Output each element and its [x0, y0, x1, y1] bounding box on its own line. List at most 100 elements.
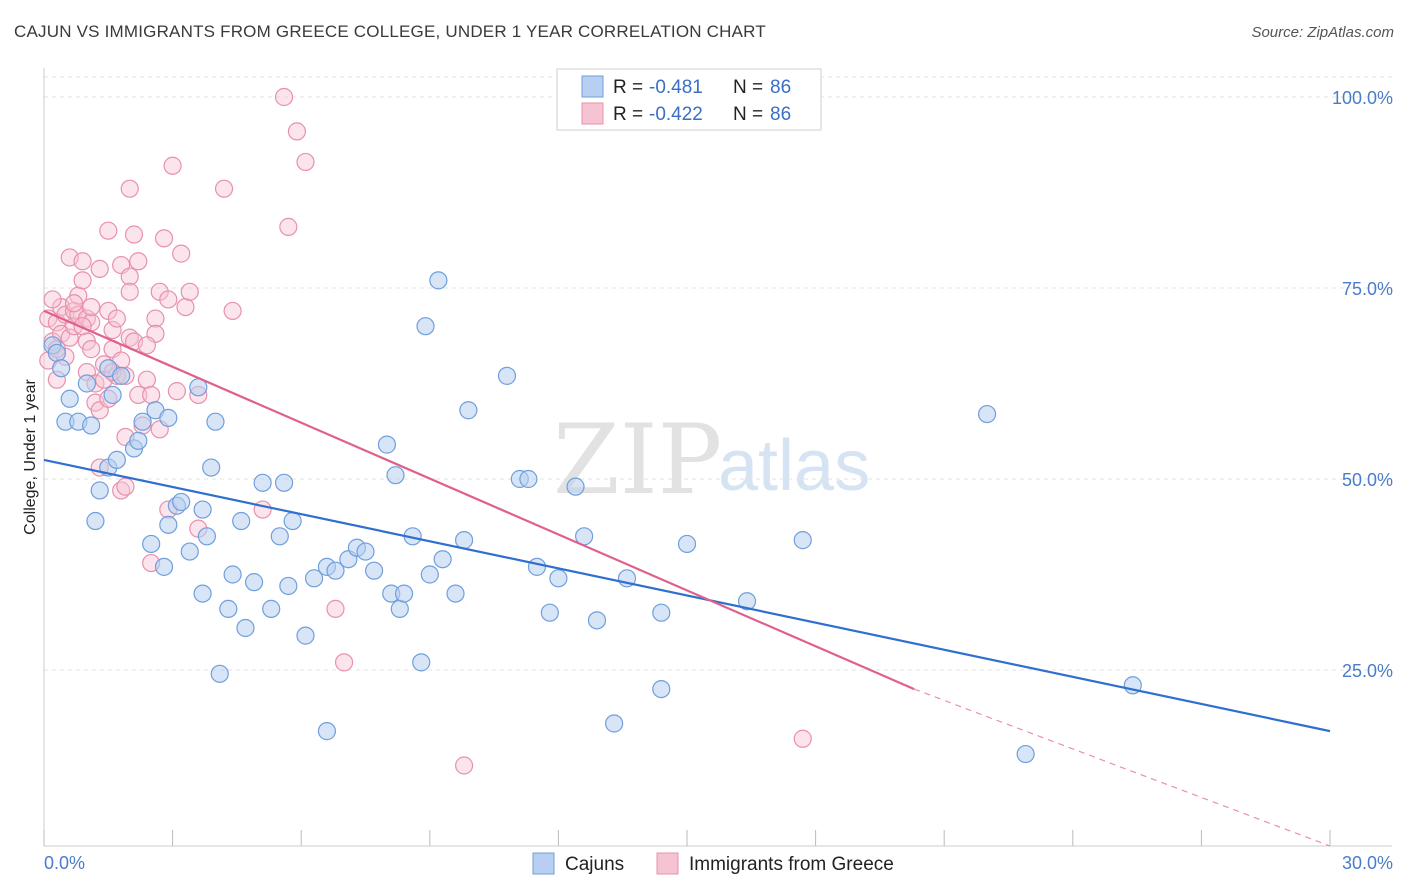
cajun-point — [377, 435, 397, 454]
cajun-point — [90, 481, 109, 500]
greece-point — [163, 156, 182, 175]
legend-swatch-cajuns — [581, 75, 604, 98]
cajun-point — [274, 473, 294, 492]
cajun-point — [540, 603, 559, 622]
greece-point — [129, 252, 148, 271]
x-tick-labels: 0.0% 30.0% — [44, 853, 1393, 873]
cajun-point — [737, 592, 757, 611]
legend-r-value-2: -0.422 — [649, 104, 703, 125]
cajun-point — [159, 515, 178, 534]
greece-point — [99, 221, 118, 240]
greece-trend-line — [43, 309, 915, 691]
legend-n-label-1: N = — [733, 77, 763, 98]
cajun-point — [793, 531, 812, 550]
cajun-point — [497, 366, 517, 385]
cajun-point — [326, 561, 345, 580]
greece-point — [137, 336, 156, 355]
y-tick-label: 75.0% — [1342, 279, 1393, 299]
bottom-legend-label-greece: Immigrants from Greece — [689, 854, 894, 875]
cajun-point — [296, 626, 315, 645]
cajun-point — [433, 550, 452, 569]
cajun-point — [236, 618, 255, 638]
greece-point — [120, 282, 139, 301]
greece-point — [82, 298, 101, 317]
greece-point — [103, 320, 122, 340]
cajun-point — [193, 584, 212, 603]
cajun-point — [454, 531, 474, 550]
cajun-point — [270, 527, 289, 546]
source-label: Source: ZipAtlas.com — [1251, 24, 1394, 41]
greece-point — [120, 179, 139, 198]
cajun-point — [652, 679, 671, 699]
cajun-point — [386, 466, 405, 485]
chart-title: CAJUN VS IMMIGRANTS FROM GREECE COLLEGE,… — [14, 22, 766, 41]
legend-n-value-2: 86 — [770, 104, 791, 125]
greece-point — [180, 282, 199, 301]
cajun-point — [364, 561, 384, 580]
greece-point — [214, 179, 234, 198]
bottom-legend-label-cajuns: Cajuns — [565, 854, 624, 875]
cajun-point — [446, 584, 465, 603]
bottom-legend-swatch-greece — [656, 852, 679, 875]
greece-point — [167, 382, 186, 401]
greece-point — [287, 122, 307, 141]
cajun-point — [459, 401, 478, 420]
cajun-point — [519, 469, 538, 489]
greece-point — [124, 225, 144, 244]
cajun-point — [47, 343, 66, 363]
legend-swatch-greece — [581, 102, 604, 125]
cajun-trend-line — [43, 458, 1331, 733]
greece-point — [120, 267, 139, 286]
trend-lines — [43, 309, 1331, 847]
cajun-point — [317, 722, 337, 741]
cajun-point — [197, 527, 216, 546]
cajun-point — [262, 599, 281, 618]
greece-point — [73, 271, 92, 290]
legend-r-value-1: -0.481 — [649, 77, 703, 98]
legend-r-label-1: R = — [613, 77, 643, 98]
cajun-point — [429, 271, 448, 290]
greece-point — [176, 298, 195, 317]
greece-point — [129, 385, 148, 405]
greece-point — [43, 290, 62, 309]
cajun-point — [142, 534, 161, 554]
cajun-point — [304, 569, 324, 588]
greece-point — [793, 729, 812, 748]
watermark: ZIP atlas — [553, 404, 870, 516]
cajun-point — [52, 359, 71, 378]
cajun-point — [677, 534, 697, 554]
cajun-point — [566, 477, 585, 496]
cajun-point — [172, 492, 191, 512]
greece-point — [326, 599, 345, 618]
greece-point — [172, 244, 191, 263]
cajun-point — [605, 714, 624, 733]
greece-point — [223, 301, 242, 321]
cajun-point — [356, 542, 375, 561]
greece-point — [90, 259, 109, 278]
cajun-point — [549, 569, 568, 588]
cajun-point — [180, 542, 199, 561]
cajun-point — [394, 584, 414, 603]
watermark-atlas: atlas — [718, 426, 870, 506]
cajun-point — [77, 374, 96, 393]
y-tick-labels: 100.0% 75.0% 50.0% 25.0% — [1332, 88, 1393, 681]
cajun-point — [82, 416, 101, 435]
cajun-point — [416, 317, 435, 336]
greece-point — [279, 217, 298, 236]
cajun-point — [86, 511, 105, 531]
cajun-point — [133, 412, 152, 431]
greece-point — [159, 290, 178, 309]
cajun-point — [129, 431, 148, 450]
greece-point — [334, 653, 354, 672]
cajun-point — [587, 611, 607, 630]
cajun-point — [977, 404, 997, 424]
cajun-point — [112, 366, 131, 385]
bottom-legend-swatch-cajuns — [532, 852, 555, 875]
cajun-point — [652, 603, 671, 622]
cajun-point — [232, 511, 251, 531]
cajun-point — [202, 458, 221, 477]
greece-point — [60, 328, 79, 347]
cajun-point — [244, 573, 264, 592]
correlation-legend: R = -0.481 N = 86 R = -0.422 N = 86 — [556, 68, 822, 131]
